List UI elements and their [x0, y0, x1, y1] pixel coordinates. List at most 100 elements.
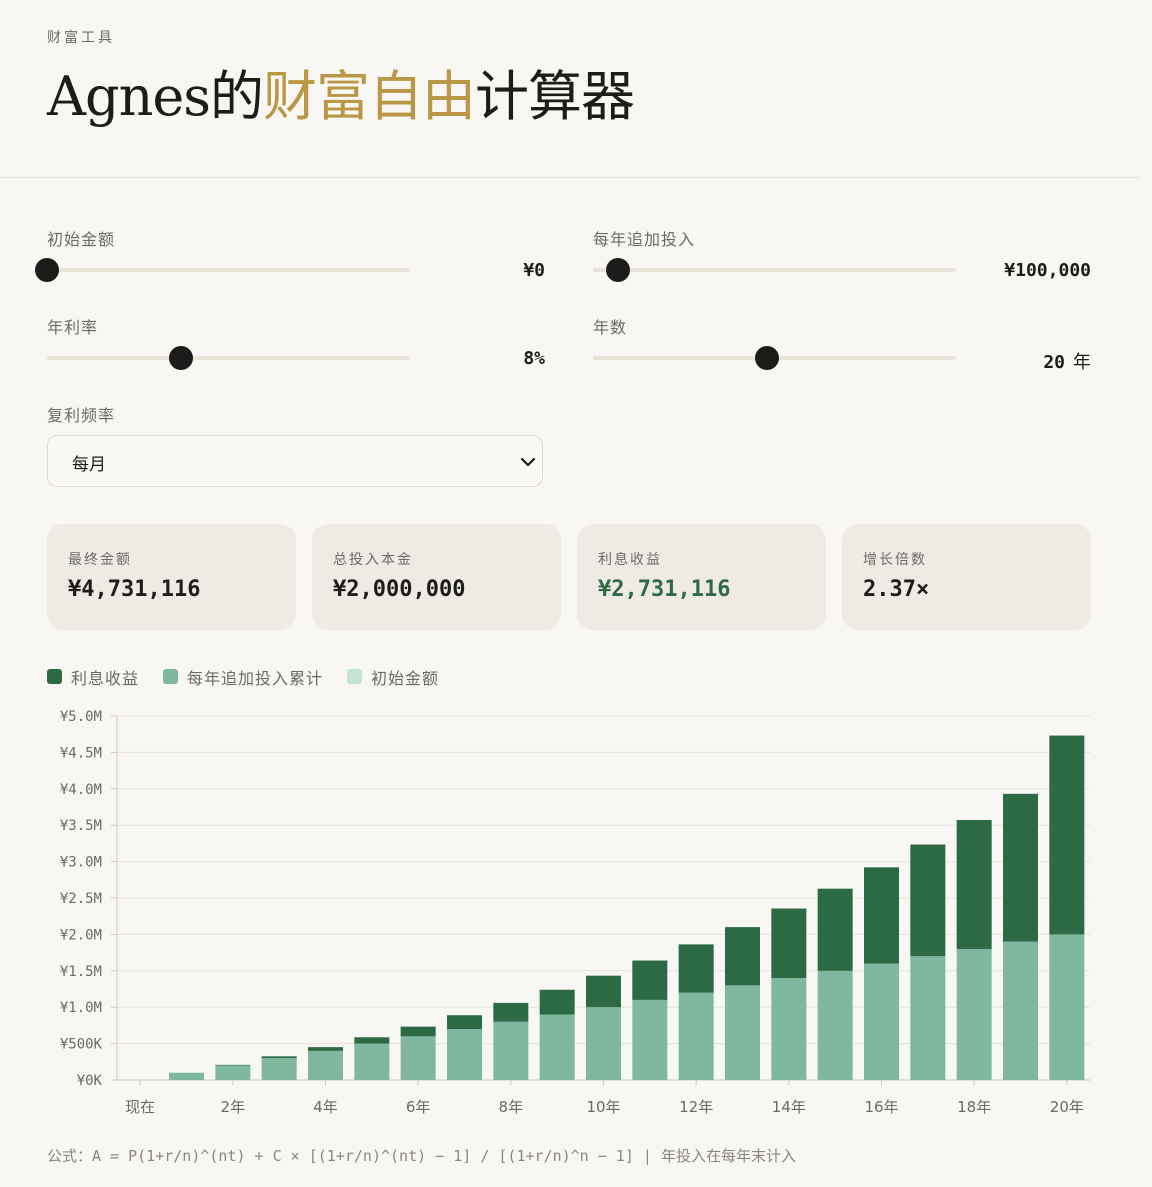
compound-frequency-selected: 每月	[72, 455, 106, 475]
bar-segment	[864, 963, 899, 1080]
y-tick-label: ¥3.5M	[60, 818, 102, 834]
bar-segment	[817, 970, 853, 1080]
legend-label: 每年追加投入累计	[187, 669, 324, 688]
title-suffix: 计算器	[475, 65, 635, 128]
stat-label: 最终金额	[68, 552, 132, 568]
stat-value: ¥2,731,116	[598, 577, 731, 602]
legend-label: 利息收益	[71, 669, 140, 688]
bar-segment	[400, 1036, 436, 1080]
y-tick-label: ¥2.0M	[60, 927, 102, 943]
bar-segment	[354, 1043, 390, 1080]
bar-segment	[586, 1007, 621, 1080]
header-divider	[0, 177, 1139, 178]
legend-swatch	[347, 669, 362, 684]
stat-value: ¥4,731,116	[68, 577, 201, 602]
x-tick-label: 10年	[586, 1098, 620, 1116]
stacked-bar-chart: ¥0K ¥500K ¥1.0M ¥1.5M ¥2.0M ¥2.5M ¥3.0M ¥3.5M ¥4…	[60, 709, 1090, 1116]
x-tick-label: 6年	[406, 1098, 431, 1116]
y-tick-label: ¥1.5M	[60, 964, 102, 980]
bar-segment	[215, 1065, 251, 1080]
annual-rate-slider-thumb[interactable]	[169, 346, 194, 370]
annual-contribution-label: 每年追加投入	[593, 230, 696, 249]
x-tick-label: 2年	[221, 1098, 246, 1116]
initial-amount-slider[interactable]	[35, 258, 410, 282]
legend-swatch	[47, 669, 62, 684]
stat-label: 利息收益	[598, 552, 662, 568]
bar-segment	[678, 992, 714, 1080]
bar-segment	[771, 978, 807, 1080]
stat-card-growth-multiple: 增长倍数 2.37×	[842, 524, 1091, 630]
bar-segment	[447, 1029, 482, 1080]
x-tick-label: 现在	[125, 1098, 155, 1116]
y-tick-label: ¥3.0M	[60, 855, 102, 871]
bar-segment	[539, 989, 575, 1015]
x-tick-label: 20年	[1050, 1098, 1084, 1116]
bar-segment	[400, 1026, 436, 1037]
stat-card-interest: 利息收益 ¥2,731,116	[577, 524, 826, 630]
years-number: 20	[1043, 352, 1065, 373]
formula-footnote: 公式：A = P(1+r/n)^(nt) + C × [(1+r/n)^(nt)…	[47, 1147, 796, 1165]
y-tick-label: ¥500K	[60, 1037, 103, 1053]
bar-segment	[586, 975, 621, 1008]
bar-segment	[771, 908, 807, 979]
years-unit: 年	[1073, 352, 1091, 373]
bar-segment	[261, 1056, 297, 1059]
bar-segment	[493, 1021, 529, 1080]
bar-segment	[817, 888, 853, 971]
chevron-down-icon	[520, 457, 536, 467]
y-tick-label: ¥5.0M	[60, 709, 102, 725]
bar-segment	[169, 1072, 204, 1080]
stat-label: 增长倍数	[863, 552, 927, 568]
years-value: 20 年	[1043, 348, 1091, 374]
bar-segment	[910, 844, 946, 957]
bar-segment	[1049, 735, 1085, 935]
annual-rate-label: 年利率	[47, 318, 99, 337]
stat-value: ¥2,000,000	[333, 577, 466, 602]
bar-segment	[261, 1058, 297, 1080]
annual-contribution-slider-thumb[interactable]	[606, 258, 631, 282]
x-tick-label: 12年	[679, 1098, 713, 1116]
bar-segment	[539, 1014, 575, 1080]
bar-segment	[308, 1050, 343, 1080]
bar-segment	[1003, 941, 1038, 1080]
initial-amount-slider-thumb[interactable]	[35, 258, 59, 282]
title-accent: 财富自由	[263, 65, 476, 128]
bar-segment	[632, 960, 668, 1000]
compound-frequency-label: 复利频率	[47, 406, 116, 425]
bar-segment	[308, 1047, 343, 1051]
page-title: Agnes的财富自由计算器	[47, 62, 635, 132]
bar-segment	[725, 985, 760, 1080]
bar-segment	[493, 1002, 529, 1022]
x-tick-label: 16年	[864, 1098, 898, 1116]
bar-segment	[910, 956, 946, 1080]
bar-segment	[354, 1037, 390, 1044]
bar-segment	[956, 820, 992, 949]
stat-value: 2.37×	[863, 577, 930, 602]
y-tick-label: ¥4.5M	[60, 745, 102, 761]
x-tick-label: 8年	[499, 1098, 524, 1116]
stat-card-total-principal: 总投入本金 ¥2,000,000	[312, 524, 561, 630]
bar-segment	[1003, 793, 1038, 942]
title-prefix: Agnes的	[47, 65, 264, 128]
years-slider[interactable]	[593, 346, 956, 370]
y-tick-label: ¥0K	[77, 1073, 103, 1089]
x-tick-label: 18年	[957, 1098, 991, 1116]
years-label: 年数	[593, 318, 628, 337]
annual-rate-value: 8%	[523, 348, 545, 369]
y-tick-label: ¥2.5M	[60, 891, 102, 907]
x-tick-label: 4年	[313, 1098, 338, 1116]
annual-contribution-value: ¥100,000	[1004, 260, 1091, 281]
annual-contribution-slider[interactable]	[593, 258, 956, 282]
compound-frequency-select[interactable]: 每月	[47, 435, 543, 487]
bar-segment	[1049, 934, 1085, 1080]
bar-segment	[678, 944, 714, 993]
bar-segment	[956, 948, 992, 1080]
bar-segment	[632, 999, 668, 1080]
bar-segment	[447, 1015, 482, 1030]
initial-amount-label: 初始金额	[47, 230, 116, 249]
years-slider-thumb[interactable]	[755, 346, 780, 370]
annual-rate-slider[interactable]	[47, 346, 410, 370]
page-eyebrow: 财富工具	[47, 30, 115, 46]
legend-label: 初始金额	[371, 669, 440, 688]
y-tick-label: ¥4.0M	[60, 782, 102, 798]
